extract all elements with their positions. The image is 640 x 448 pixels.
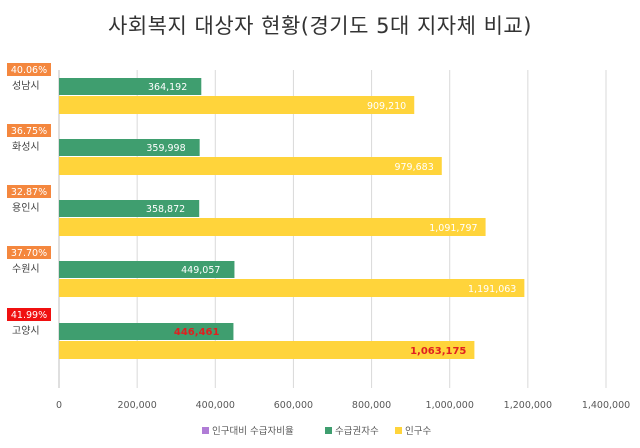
rate-badge	[7, 308, 51, 321]
value-label-population: 979,683	[394, 162, 433, 173]
chart-title: 사회복지 대상자 현황(경기도 5대 지자체 비교)	[108, 14, 532, 38]
legend-label: 인구대비 수급자비율	[212, 426, 294, 437]
category-label: 고양시	[12, 325, 40, 337]
rate-label: 36.75%	[11, 126, 47, 137]
value-label-recipients: 446,461	[174, 327, 220, 338]
value-label-population: 1,191,063	[468, 284, 516, 295]
bar-population	[59, 157, 442, 175]
rate-badge	[7, 63, 51, 76]
x-tick-label: 1,000,000	[426, 400, 474, 411]
legend-swatch	[395, 427, 402, 434]
value-label-recipients: 359,998	[146, 143, 185, 154]
x-tick-label: 1,200,000	[504, 400, 552, 411]
x-tick-label: 600,000	[274, 400, 313, 411]
value-label-population: 909,210	[367, 101, 406, 112]
legend-swatch	[325, 427, 332, 434]
category-label: 용인시	[12, 202, 40, 214]
category-label: 화성시	[12, 141, 40, 153]
rate-label: 37.70%	[11, 248, 47, 259]
rate-badge	[7, 124, 51, 137]
x-tick-label: 400,000	[196, 400, 235, 411]
category-label: 성남시	[12, 80, 40, 92]
rate-badge	[7, 185, 51, 198]
rate-label: 32.87%	[11, 187, 47, 198]
legend-label: 수급권자수	[335, 425, 379, 437]
x-tick-label: 1,400,000	[582, 400, 630, 411]
x-tick-label: 800,000	[352, 400, 391, 411]
bar-population	[59, 218, 486, 236]
value-label-recipients: 358,872	[146, 204, 185, 215]
bar-recipients	[59, 200, 200, 217]
bar-population	[59, 279, 525, 297]
value-label-recipients: 364,192	[148, 82, 187, 93]
x-tick-label: 0	[56, 400, 62, 411]
bar-population	[59, 341, 475, 359]
bar-recipients	[59, 139, 200, 156]
bar-recipients	[59, 323, 234, 340]
rate-label: 41.99%	[11, 310, 47, 321]
x-tick-label: 200,000	[117, 400, 156, 411]
rate-label: 40.06%	[11, 65, 47, 76]
value-label-population: 1,063,175	[410, 346, 466, 357]
legend-label: 인구수	[405, 426, 431, 437]
value-label-recipients: 449,057	[181, 265, 220, 276]
category-label: 수원시	[12, 263, 40, 275]
bar-recipients	[59, 78, 202, 95]
value-label-population: 1,091,797	[429, 223, 477, 234]
bar-recipients	[59, 261, 235, 278]
bar-population	[59, 96, 415, 114]
rate-badge	[7, 246, 51, 259]
legend-swatch	[202, 427, 209, 434]
